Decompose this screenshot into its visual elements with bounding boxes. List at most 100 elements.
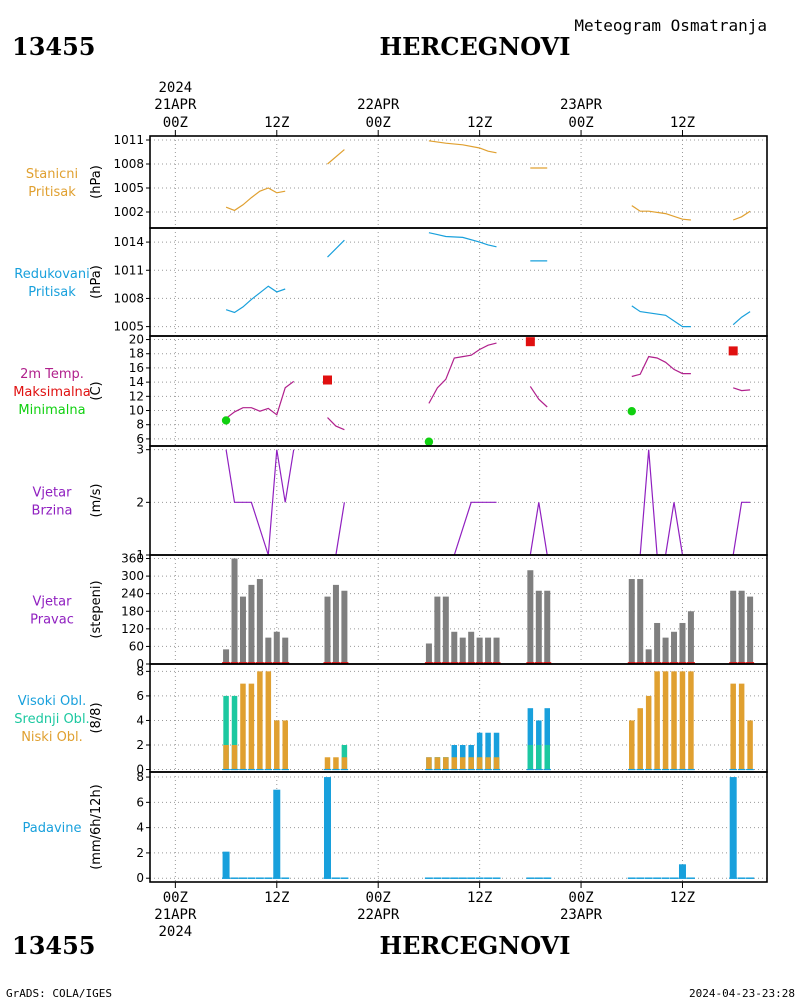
panel-frame bbox=[149, 227, 768, 337]
year-label: 2024 bbox=[158, 924, 192, 940]
cloud-high-bar bbox=[544, 708, 550, 770]
hour-label: 12Z bbox=[670, 115, 695, 131]
y-tick-label: 2 bbox=[136, 846, 144, 860]
station-name-bottom: HERCEGNOVI bbox=[379, 931, 570, 960]
series-line bbox=[327, 149, 345, 165]
cloud-low-bar bbox=[240, 683, 246, 770]
cloud-low-bar bbox=[645, 695, 652, 770]
panel-frame bbox=[149, 771, 768, 883]
series-line bbox=[428, 501, 497, 556]
wind-direction-bar bbox=[730, 590, 737, 664]
y-tick-label: 6 bbox=[136, 795, 144, 809]
hour-label: 12Z bbox=[670, 890, 695, 906]
wind-direction-bar bbox=[679, 622, 686, 664]
y-tick-label: 8 bbox=[136, 664, 144, 678]
precip-bar bbox=[222, 851, 230, 879]
cloud-low-bar bbox=[333, 757, 339, 770]
panel-label: Minimalna bbox=[18, 403, 85, 418]
panel-wind_direction: 0 60 120 180 240 300 360 (stepeni) Vjetar Pravac bbox=[30, 552, 768, 671]
wind-direction-bar bbox=[273, 631, 280, 664]
wind-direction-bar bbox=[645, 649, 652, 664]
series-line bbox=[732, 210, 751, 221]
panel-label: Pravac bbox=[30, 613, 74, 628]
tmax-marker bbox=[322, 375, 332, 385]
hour-label: 00Z bbox=[163, 115, 188, 131]
wind-direction-bar bbox=[654, 622, 661, 664]
series-line bbox=[225, 187, 286, 212]
hour-label: 12Z bbox=[467, 115, 492, 131]
day-label: 23APR bbox=[560, 97, 603, 113]
y-tick-label: 1008 bbox=[113, 291, 144, 305]
unit-label: (hPa) bbox=[89, 265, 104, 299]
day-label: 22APR bbox=[357, 97, 400, 113]
wind-direction-bar bbox=[747, 596, 754, 664]
panel-frame bbox=[149, 445, 768, 556]
tmin-marker bbox=[424, 437, 434, 446]
series-line bbox=[327, 417, 345, 431]
cloud-high-bar bbox=[485, 732, 491, 770]
wind-direction-bar bbox=[231, 558, 238, 664]
y-tick-label: 1005 bbox=[113, 320, 144, 334]
wind-direction-bar bbox=[476, 637, 483, 664]
cloud-low-bar bbox=[257, 671, 263, 770]
cloud-high-bar bbox=[493, 732, 500, 770]
y-tick-label: 12 bbox=[129, 389, 144, 403]
wind-direction-bar bbox=[434, 596, 441, 664]
cloud-low-bar bbox=[671, 671, 677, 770]
hour-label: 12Z bbox=[264, 890, 289, 906]
cloud-low-bar bbox=[747, 720, 753, 770]
day-label: 21APR bbox=[154, 97, 197, 113]
day-label: 21APR bbox=[154, 907, 197, 923]
panel-label: Niski Obl. bbox=[21, 730, 83, 745]
wind-direction-bar bbox=[468, 631, 475, 664]
day-label: 22APR bbox=[357, 907, 400, 923]
y-tick-label: 180 bbox=[121, 604, 144, 618]
tmax-marker bbox=[525, 337, 535, 347]
cloud-low-bar bbox=[730, 683, 736, 770]
hour-label: 00Z bbox=[568, 890, 593, 906]
y-tick-label: 1 bbox=[136, 548, 144, 562]
wind-direction-bar bbox=[459, 637, 466, 664]
wind-direction-bar bbox=[628, 579, 635, 664]
unit-label: (C) bbox=[89, 381, 104, 400]
unit-label: (stepeni) bbox=[89, 580, 104, 638]
panel-frame bbox=[149, 335, 768, 447]
series-line bbox=[529, 502, 548, 556]
y-tick-label: 2 bbox=[136, 495, 144, 509]
y-tick-label: 120 bbox=[121, 622, 144, 636]
precip-bar bbox=[273, 789, 281, 879]
series-line bbox=[225, 380, 295, 419]
cloud-low-bar bbox=[476, 757, 483, 770]
bottom-time-axis: 00Z 12Z 00Z 12Z 00Z 12Z 21APR 22APR 23APR 2024 bbox=[154, 882, 695, 940]
panel-reduced_pressure: 1005 1008 1011 1014 (hPa)Redukovani Pritisak bbox=[14, 227, 768, 337]
y-tick-label: 1014 bbox=[113, 235, 144, 249]
panel-label: Visoki Obl. bbox=[18, 694, 86, 709]
cloud-mid-bar bbox=[536, 745, 542, 770]
cloud-low-bar bbox=[679, 671, 686, 770]
series-line bbox=[732, 311, 751, 326]
cloud-low-bar bbox=[451, 757, 458, 770]
wind-direction-bar bbox=[687, 611, 694, 664]
series-line bbox=[428, 140, 497, 154]
y-tick-label: 1002 bbox=[113, 205, 144, 219]
y-tick-label: 1005 bbox=[113, 181, 144, 195]
panel-precipitation: 0 2 4 6 8 (mm/6h/12h) Padavine bbox=[23, 770, 768, 885]
y-tick-label: 240 bbox=[121, 587, 144, 601]
precip-bar bbox=[678, 864, 686, 879]
hour-label: 00Z bbox=[366, 115, 391, 131]
y-tick-label: 6 bbox=[136, 432, 144, 446]
footer-credit: GrADS: COLA/IGES bbox=[6, 987, 112, 1000]
panel-label: Vjetar bbox=[33, 486, 73, 501]
cloud-low-bar bbox=[426, 757, 432, 770]
year-label: 2024 bbox=[158, 80, 192, 96]
product-title: Meteogram Osmatranja bbox=[574, 16, 767, 35]
cloud-low-bar bbox=[341, 757, 348, 770]
wind-direction-bar bbox=[671, 631, 678, 664]
day-label: 23APR bbox=[560, 907, 603, 923]
cloud-low-bar bbox=[688, 671, 694, 770]
panel-label: Maksimalna bbox=[13, 385, 91, 400]
series-line bbox=[327, 502, 345, 556]
cloud-high-bar bbox=[527, 708, 534, 770]
